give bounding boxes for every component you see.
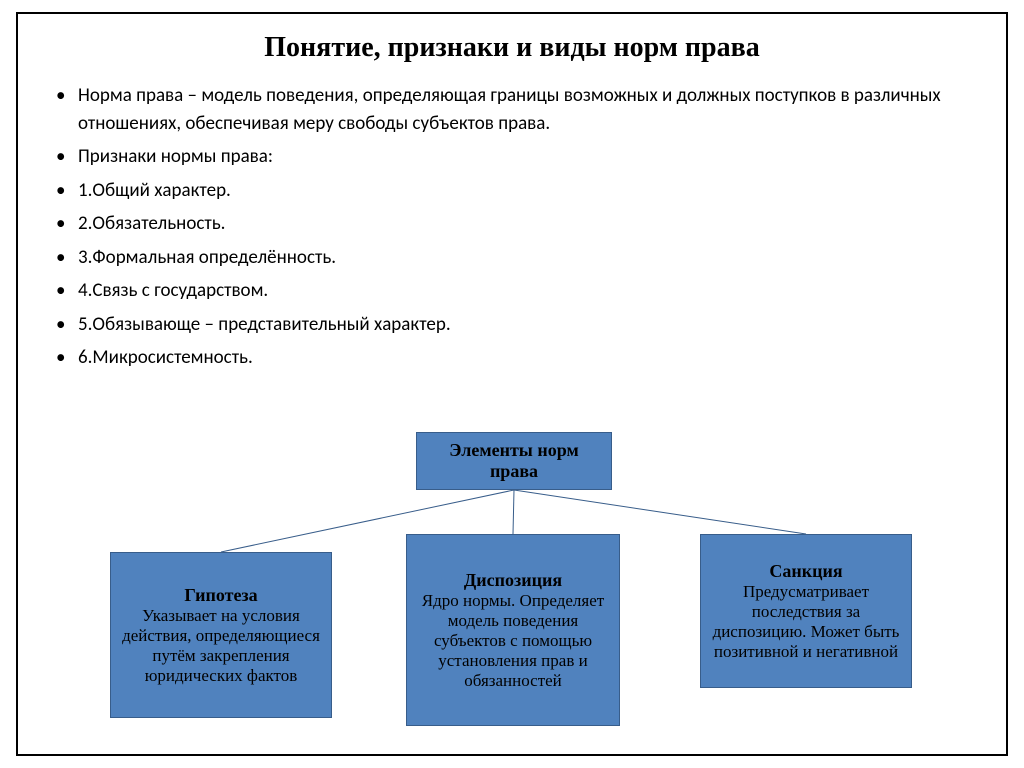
elements-diagram: Элементы норм права Гипотеза Указывает н… [18, 432, 1006, 752]
child-desc: Предусматривает последствия за диспозици… [709, 582, 903, 662]
list-item: 4.Связь с государством. [78, 277, 958, 305]
list-item: Признаки нормы права: [78, 143, 958, 171]
list-item: 1.Общий характер. [78, 177, 958, 205]
diagram-child-disposition: Диспозиция Ядро нормы. Определяет модель… [406, 534, 620, 726]
root-node-title: Элементы норм права [425, 440, 603, 482]
diagram-child-sanction: Санкция Предусматривает последствия за д… [700, 534, 912, 688]
child-title: Гипотеза [119, 585, 323, 606]
diagram-root-node: Элементы норм права [416, 432, 612, 490]
child-title: Санкция [709, 561, 903, 582]
child-desc: Указывает на условия действия, определяю… [119, 606, 323, 686]
list-item: 5.Обязывающе – представительный характер… [78, 311, 958, 339]
diagram-child-hypothesis: Гипотеза Указывает на условия действия, … [110, 552, 332, 718]
slide-frame: Понятие, признаки и виды норм права Норм… [16, 12, 1008, 756]
list-item: Норма права – модель поведения, определя… [78, 82, 958, 137]
list-item: 2.Обязательность. [78, 210, 958, 238]
child-desc: Ядро нормы. Определяет модель поведения … [415, 591, 611, 691]
slide-title: Понятие, признаки и виды норм права [18, 32, 1006, 64]
bullet-list: Норма права – модель поведения, определя… [18, 82, 1006, 372]
child-title: Диспозиция [415, 570, 611, 591]
list-item: 3.Формальная определённость. [78, 244, 958, 272]
list-item: 6.Микросистемность. [78, 344, 958, 372]
